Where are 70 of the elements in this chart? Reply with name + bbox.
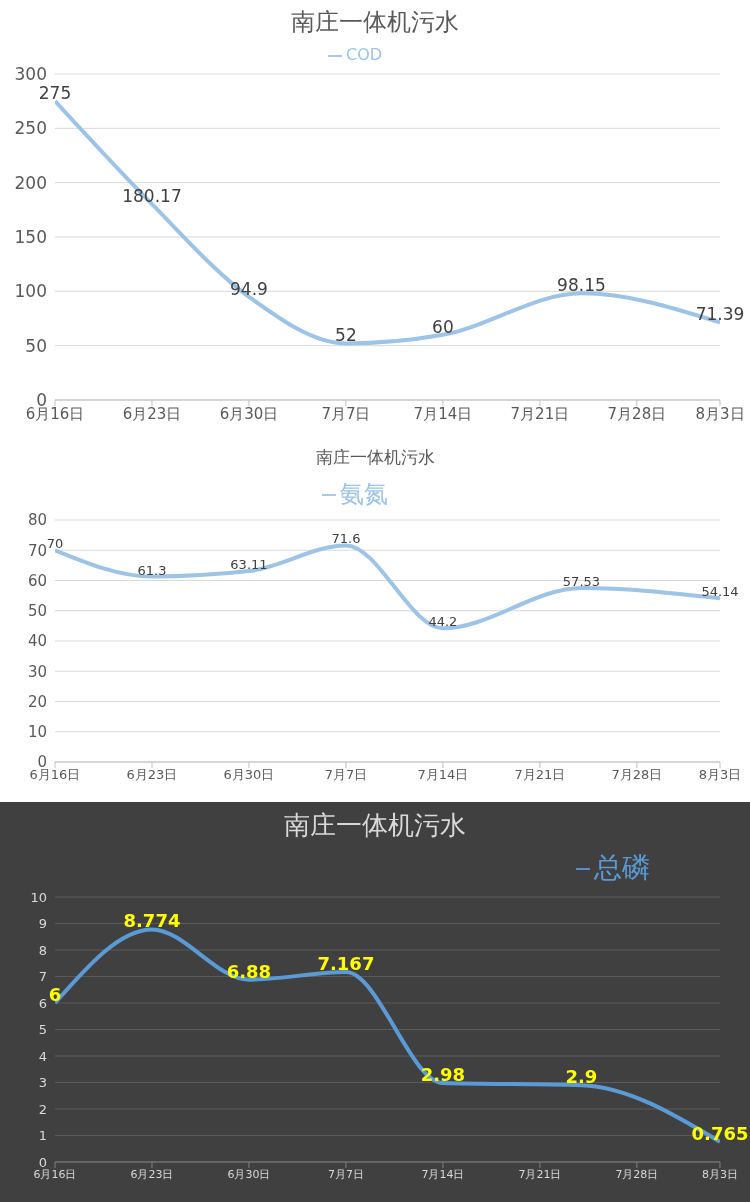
x-tick-label: 7月14日 [421,1167,465,1181]
y-tick-label: 10 [30,889,47,905]
y-tick-label: 3 [38,1075,47,1091]
x-tick-label: 6月30日 [223,767,275,783]
y-tick-label: 70 [27,541,47,560]
x-tick-label: 7月7日 [321,404,371,423]
x-tick-label: 6月23日 [130,1167,174,1181]
data-label: 60 [432,316,454,337]
x-tick-label: 7月14日 [417,767,469,783]
y-tick-label: 50 [27,602,47,621]
x-tick-label: 7月14日 [413,404,473,423]
y-tick-label: 6 [38,995,47,1011]
x-tick-label: 8月3日 [695,404,745,423]
data-label: 63.11 [230,557,268,573]
y-tick-label: 1 [38,1128,47,1144]
y-tick-label: 150 [14,227,47,248]
y-tick-label: 0 [38,1154,47,1170]
y-tick-label: 50 [25,335,47,356]
x-tick-label: 7月28日 [615,1167,659,1181]
data-label: 2.9 [565,1066,598,1088]
x-tick-label: 7月7日 [327,1167,364,1181]
x-tick-label: 8月3日 [698,767,742,783]
x-tick-label: 7月21日 [514,767,566,783]
x-tick-label: 7月21日 [510,404,570,423]
y-tick-label: 9 [38,916,47,932]
y-tick-label: 60 [27,571,47,590]
chart-title: 南庄一体机污水 [290,7,460,38]
x-tick-label: 6月30日 [219,404,279,423]
data-label: 44.2 [428,614,458,630]
data-label: 275 [38,83,72,104]
data-label: 7.167 [317,953,375,975]
y-tick-label: 5 [38,1022,47,1038]
data-label: 57.53 [562,573,601,589]
x-tick-label: 6月23日 [126,767,178,783]
legend-label: 氨氮 [340,480,388,508]
x-tick-label: 6月23日 [122,404,182,423]
chart-title: 南庄一体机污水 [314,446,436,469]
data-label: 71.39 [695,304,745,325]
data-label: 6.88 [226,960,272,982]
data-label: 180.17 [122,186,182,207]
data-label: 8.774 [123,910,181,932]
y-tick-label: 80 [27,511,47,530]
x-tick-label: 7月28日 [611,767,663,783]
chart-title: 南庄一体机污水 [283,809,467,842]
y-tick-label: 8 [38,942,47,958]
legend-label: COD [345,45,383,64]
x-tick-label: 8月3日 [702,1167,738,1181]
x-tick-label: 7月21日 [518,1167,562,1181]
x-tick-label: 7月28日 [607,404,667,423]
x-tick-label: 6月16日 [33,1167,77,1181]
data-label: 71.6 [331,531,361,547]
y-tick-label: 100 [14,281,47,302]
data-label: 98.15 [557,275,606,296]
y-tick-label: 20 [27,692,47,711]
data-label: 94.9 [230,278,268,299]
data-label: 54.14 [701,584,739,600]
y-tick-label: 200 [14,172,47,193]
y-tick-label: 30 [27,662,47,681]
y-tick-label: 2 [38,1101,47,1117]
x-tick-label: 7月7日 [324,767,368,783]
y-tick-label: 4 [38,1048,47,1064]
data-label: 61.3 [137,562,167,578]
data-label: 52 [335,325,357,346]
y-tick-label: 300 [14,64,47,85]
y-tick-label: 7 [38,969,47,985]
y-tick-label: 10 [27,723,47,742]
x-tick-label: 6月30日 [227,1167,271,1181]
y-tick-label: 40 [27,632,47,651]
legend-label: 总磷 [594,851,650,884]
y-tick-label: 250 [14,118,47,139]
